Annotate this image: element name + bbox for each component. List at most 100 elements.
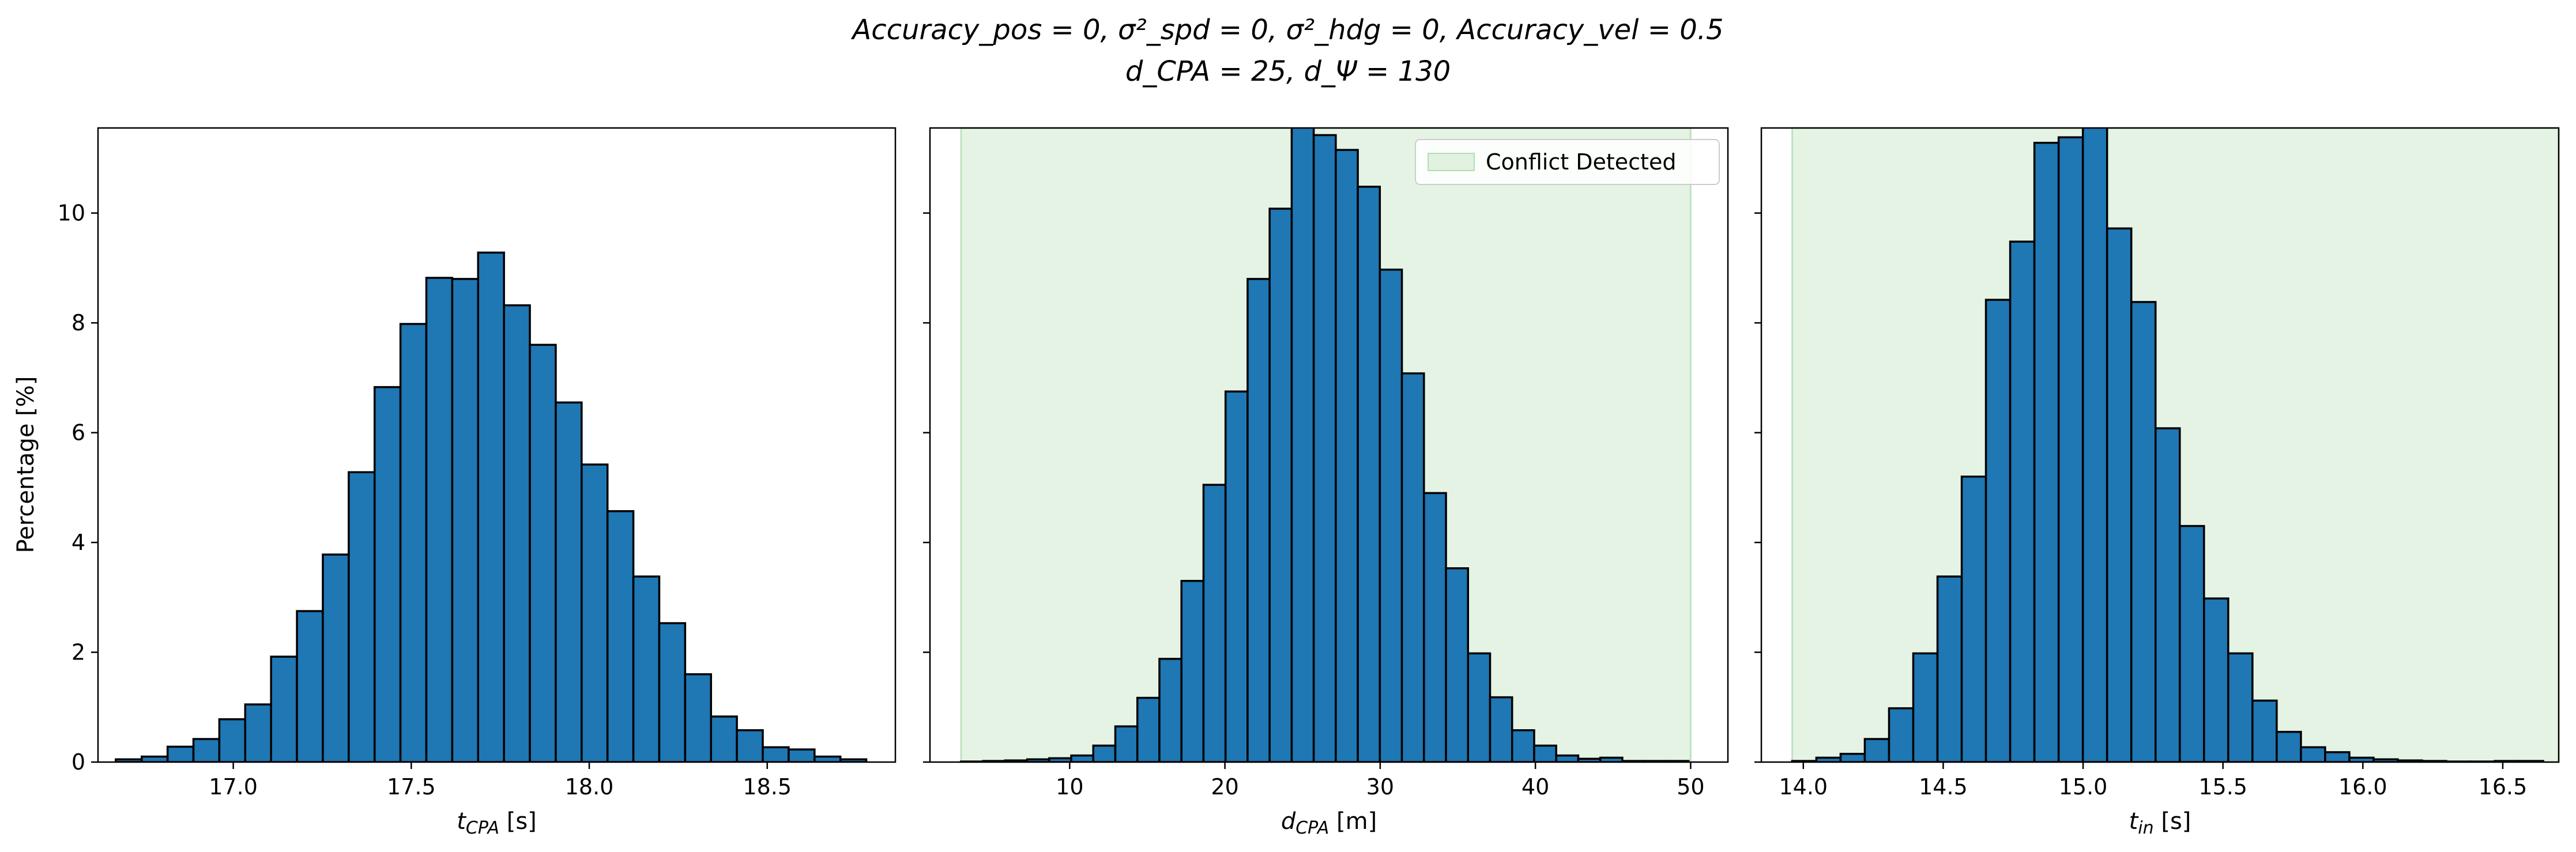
histogram-bar <box>2130 301 2157 762</box>
histogram-bar <box>1423 492 1447 762</box>
histogram-bar <box>399 323 428 762</box>
histogram-bar <box>1533 744 1557 762</box>
histogram-bar <box>1070 754 1095 762</box>
histogram-bar <box>1936 575 1963 762</box>
histogram-bar <box>1202 484 1227 762</box>
histogram-bar <box>2179 525 2205 762</box>
tcpa-histogram-panel: 17.0 17.5 18.0 18.5 0 2 4 6 8 10 tCPA [s] <box>58 127 897 838</box>
histogram-bar <box>218 718 247 762</box>
x-tick-label: 40 <box>1522 774 1549 800</box>
histogram-bar <box>477 251 505 762</box>
histogram-bar <box>1136 696 1161 762</box>
axes-frame <box>929 127 1729 763</box>
x-axis-label: dCPA [m] <box>1281 808 1377 838</box>
histogram-bar <box>503 304 531 762</box>
x-tick-label: 16.5 <box>2479 774 2528 800</box>
x-tick-label: 14.0 <box>1779 774 1828 800</box>
histogram-bar <box>658 622 687 762</box>
x-tick-label: 14.5 <box>1919 774 1968 800</box>
histogram-bar <box>270 655 298 762</box>
histogram-bar <box>1467 652 1492 762</box>
histogram-bar <box>529 344 557 762</box>
histogram-bars <box>960 128 1690 762</box>
histogram-bar <box>2300 746 2326 762</box>
histogram-bar <box>2251 699 2278 762</box>
histogram-bar <box>1180 579 1205 762</box>
histogram-bar <box>373 386 402 762</box>
x-tick-label: 20 <box>1211 774 1238 800</box>
histogram-bar <box>2227 652 2254 762</box>
histogram-bar <box>296 610 324 762</box>
histogram-bar <box>322 553 350 762</box>
y-tick-label: 8 <box>71 310 85 335</box>
histogram-bar <box>166 745 195 762</box>
x-tick-label: 10 <box>1056 774 1083 800</box>
x-tick-label: 17.5 <box>387 774 436 800</box>
histogram-bar <box>2009 240 2036 762</box>
y-tick-label: 4 <box>71 530 85 555</box>
legend-box <box>1415 139 1720 185</box>
histogram-bar <box>606 510 635 762</box>
histogram-bar <box>814 755 842 762</box>
tin-histogram-panel: 14.0 14.5 15.0 15.5 16.0 16.5 tin [s] <box>1754 127 2560 838</box>
histogram-bar <box>1158 658 1182 762</box>
histogram-bar <box>1268 208 1293 762</box>
histogram-bar <box>684 673 712 762</box>
histogram-bar <box>2033 141 2060 762</box>
figure-title-line1: Accuracy_pos = 0, σ²_spd = 0, σ²_hdg = 0… <box>852 14 1724 46</box>
figure-title-line2: d_CPA = 25, d_Ψ = 130 <box>1125 55 1451 88</box>
histogram-bar <box>1863 738 1890 762</box>
histogram-bar <box>1114 725 1139 762</box>
histogram-bar <box>1445 567 1470 762</box>
histogram-bar <box>1984 299 2012 762</box>
x-axis-label: tCPA [s] <box>457 808 537 838</box>
histogram-bar <box>788 748 816 762</box>
histogram-bar <box>1912 652 1939 762</box>
histogram-bar <box>192 738 221 762</box>
histogram-bar <box>1335 149 1359 762</box>
histogram-bar <box>451 278 480 762</box>
histogram-bar <box>1224 390 1249 762</box>
x-tick-label: 16.0 <box>2338 774 2387 800</box>
histogram-bar <box>2203 597 2229 762</box>
histogram-bar <box>762 746 790 762</box>
dcpa-histogram-panel: 10 20 30 40 50 dCPA [m] Conflict Detected <box>923 127 1729 838</box>
axes-frame <box>97 127 897 763</box>
histogram-bar <box>244 703 272 762</box>
y-tick-label: 6 <box>71 420 85 446</box>
x-axis-label: tin [s] <box>2129 808 2191 838</box>
histogram-bar <box>2106 227 2133 762</box>
histogram-bar <box>1092 744 1117 762</box>
histogram-bars <box>115 251 868 762</box>
y-tick-label: 10 <box>58 201 85 226</box>
histogram-bar <box>2081 128 2108 762</box>
y-tick-label: 2 <box>71 640 85 665</box>
histogram-bar <box>1312 134 1337 762</box>
histogram-bar <box>1839 752 1866 762</box>
x-tick-label: 30 <box>1366 774 1394 800</box>
x-tick-label: 18.5 <box>743 774 792 800</box>
histogram-bar <box>1511 729 1535 762</box>
y-axis-label: Percentage [%] <box>13 376 39 553</box>
legend-label: Conflict Detected <box>1486 149 1676 175</box>
histogram-bar <box>141 755 169 762</box>
histogram-bar <box>632 575 661 762</box>
histogram-bar <box>1357 186 1381 762</box>
histogram-bar <box>555 401 583 762</box>
x-tick-label: 18.0 <box>565 774 614 800</box>
histogram-bar <box>1400 372 1425 762</box>
x-tick-label: 15.5 <box>2198 774 2247 800</box>
x-tick-label: 15.0 <box>2059 774 2108 800</box>
histogram-bar <box>2276 730 2302 762</box>
histogram-bar <box>425 277 454 762</box>
histogram-bar <box>581 463 609 762</box>
histogram-bar <box>1888 707 1915 762</box>
x-tick-label: 17.0 <box>209 774 258 800</box>
histogram-bar <box>2324 751 2351 762</box>
histogram-bar <box>348 471 376 762</box>
axes-frame <box>1760 127 2560 763</box>
histogram-bar <box>736 729 764 762</box>
histogram-bar <box>1489 696 1513 762</box>
histogram-bar <box>1290 128 1315 762</box>
